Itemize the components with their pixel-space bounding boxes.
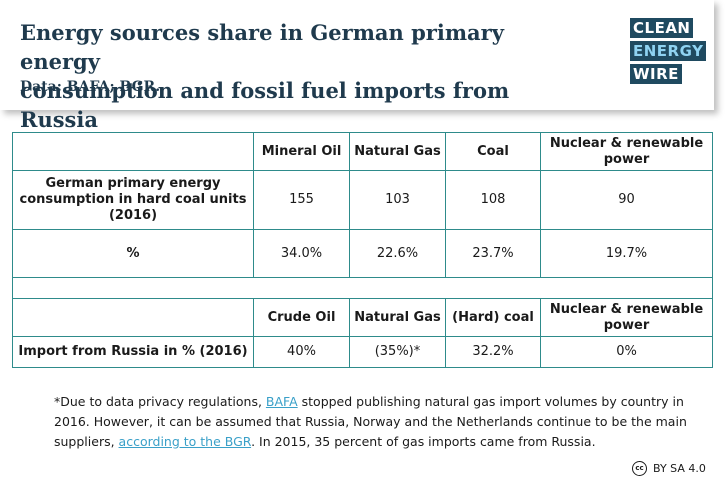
table-cell: 40% (253, 336, 350, 368)
column-header: Mineral Oil (253, 132, 350, 171)
footnote-text: *Due to data privacy regulations, (54, 394, 266, 409)
table-cell: 23.7% (445, 229, 541, 278)
table-corner-cell (12, 132, 254, 171)
column-header: Natural Gas (349, 132, 446, 171)
table-row: Import from Russia in % (2016) 40% (35%)… (12, 336, 713, 368)
table-cell: 0% (540, 336, 713, 368)
title-line-1: Energy sources share in German primary e… (20, 20, 504, 74)
table-cell: 108 (445, 170, 541, 230)
table-cell: 19.7% (540, 229, 713, 278)
table-spacer-row (12, 277, 713, 299)
page-title: Energy sources share in German primary e… (20, 18, 580, 134)
column-header: Nuclear & renewable power (540, 298, 713, 337)
column-header: (Hard) coal (445, 298, 541, 337)
table-cell: 90 (540, 170, 713, 230)
bafa-link[interactable]: BAFA (265, 394, 298, 409)
logo-word-energy: ENERGY (630, 41, 707, 61)
header: Energy sources share in German primary e… (0, 0, 714, 132)
logo-word-wire: WIRE (630, 64, 682, 84)
table-cell: 155 (253, 170, 350, 230)
spacer-cell (12, 277, 713, 299)
column-header: Crude Oil (253, 298, 350, 337)
table-row: % 34.0% 22.6% 23.7% 19.7% (12, 229, 713, 278)
logo-word-clean: CLEAN (630, 18, 694, 38)
table-corner-cell (12, 298, 254, 337)
footnote-text: . In 2015, 35 percent of gas imports cam… (251, 434, 596, 449)
footnote-text: stopped publishing natural gas import vo… (54, 394, 687, 449)
energy-table: Mineral Oil Natural Gas Coal Nuclear & r… (12, 132, 713, 368)
table-cell: (35%)* (349, 336, 446, 368)
table-row: German primary energy consumption in har… (12, 170, 713, 230)
table-header-row: Crude Oil Natural Gas (Hard) coal Nuclea… (12, 298, 713, 337)
row-label: Import from Russia in % (2016) (12, 336, 254, 368)
table-cell: 103 (349, 170, 446, 230)
data-source: Data: BAFA; BGR. (20, 79, 161, 95)
creative-commons-icon: cc (632, 461, 647, 476)
title-line-2: consumption and fossil fuel imports from… (20, 78, 510, 132)
column-header: Coal (445, 132, 541, 171)
column-header: Natural Gas (349, 298, 446, 337)
column-header: Nuclear & renewable power (540, 132, 713, 171)
row-label: % (12, 229, 254, 278)
table-cell: 32.2% (445, 336, 541, 368)
clean-energy-wire-logo[interactable]: CLEAN ENERGY WIRE (630, 18, 707, 87)
license-badge[interactable]: cc BY SA 4.0 (632, 461, 706, 476)
table-header-row: Mineral Oil Natural Gas Coal Nuclear & r… (12, 132, 713, 171)
license-text: BY SA 4.0 (653, 462, 706, 475)
footnote: *Due to data privacy regulations, BAFA s… (54, 392, 714, 452)
table-cell: 34.0% (253, 229, 350, 278)
row-label: German primary energy consumption in har… (12, 170, 254, 230)
table-cell: 22.6% (349, 229, 446, 278)
bgr-link[interactable]: according to the BGR (118, 434, 252, 449)
